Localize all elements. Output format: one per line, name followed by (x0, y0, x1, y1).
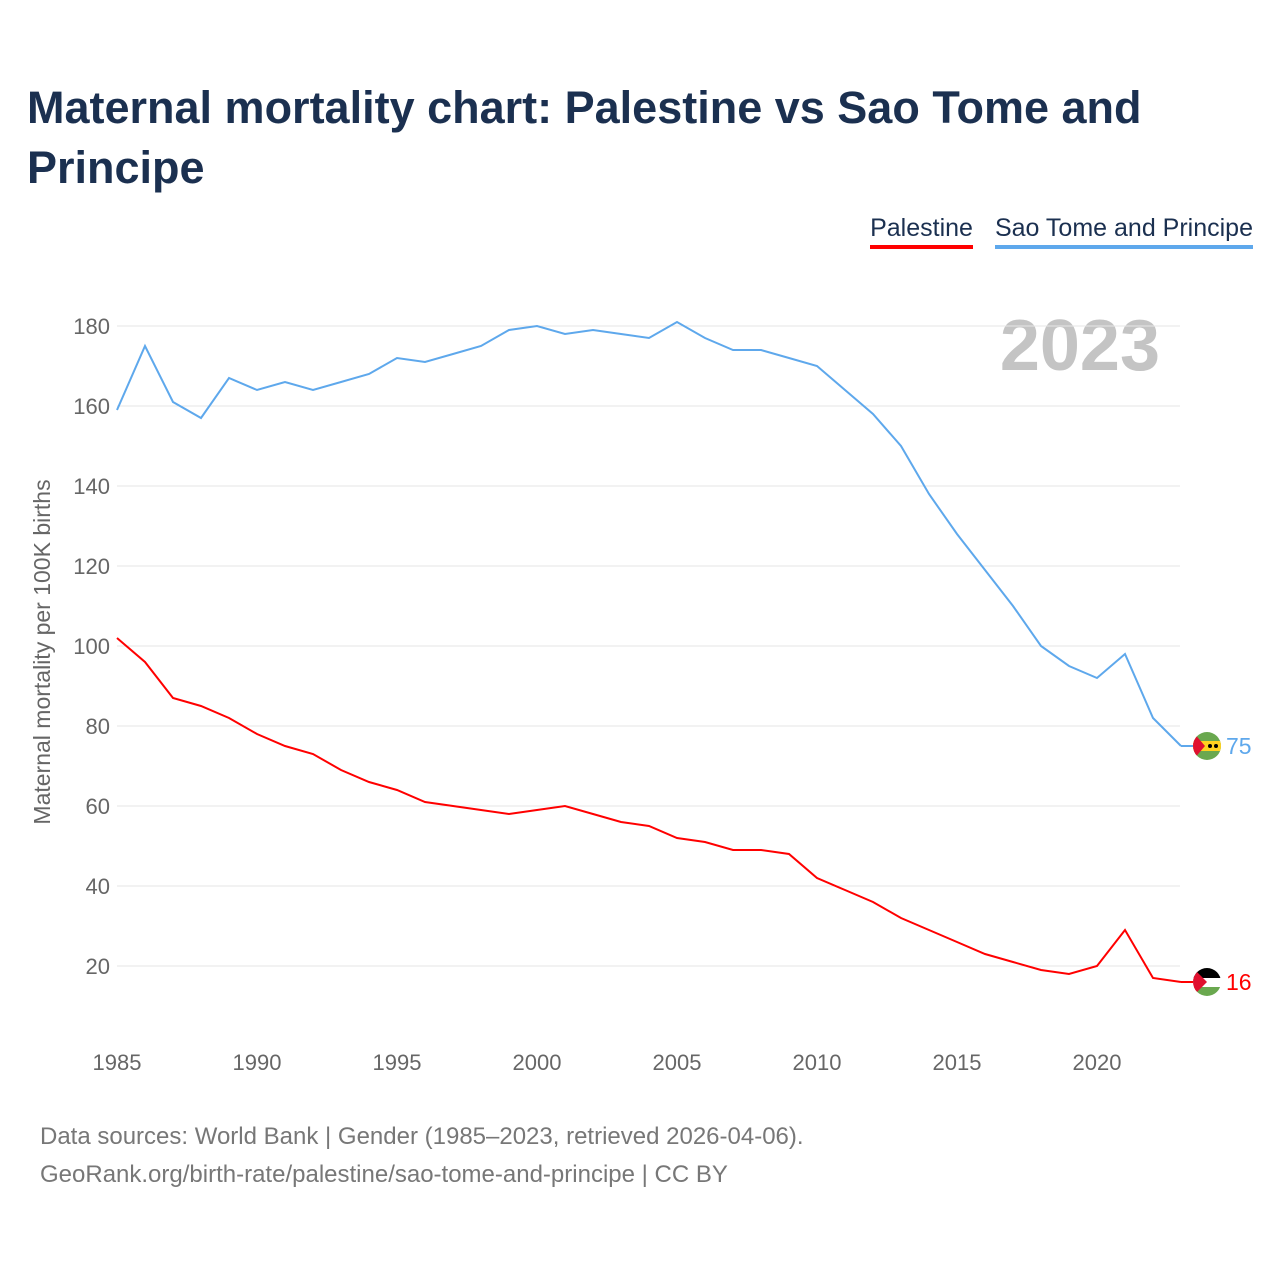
y-tick-label: 120 (73, 554, 110, 579)
y-tick-label: 180 (73, 314, 110, 339)
source-note: Data sources: World Bank | Gender (1985–… (40, 1118, 804, 1194)
y-tick-label: 80 (86, 714, 110, 739)
series-line-palestine (116, 637, 1182, 983)
source-line-1: Data sources: World Bank | Gender (1985–… (40, 1123, 804, 1150)
x-tick-label: 2000 (513, 1050, 562, 1075)
series-line-sao-tome (116, 320, 1182, 747)
y-tick-label: 100 (73, 634, 110, 659)
y-tick-label: 160 (73, 394, 110, 419)
legend-sao-tome[interactable]: Sao Tome and Principe (994, 214, 1253, 249)
x-tick-label: 1995 (373, 1050, 422, 1075)
chart-title: Maternal mortality chart: Palestine vs S… (27, 82, 1142, 193)
end-value-label: 75 (1226, 733, 1252, 759)
source-line-2[interactable]: GeoRank.org/birth-rate/palestine/sao-tom… (40, 1161, 728, 1188)
y-tick-label: 40 (86, 874, 110, 899)
x-tick-label: 2010 (793, 1050, 842, 1075)
x-tick-label: 1990 (233, 1050, 282, 1075)
y-tick-label: 60 (86, 794, 110, 819)
x-tick-label: 2005 (653, 1050, 702, 1075)
palestine-flag-icon (1193, 968, 1221, 996)
y-axis-label: Maternal mortality per 100K births (29, 479, 55, 824)
x-tick-label: 2015 (933, 1050, 982, 1075)
x-tick-label: 2020 (1073, 1050, 1122, 1075)
end-value-label: 16 (1226, 969, 1252, 995)
y-tick-label: 140 (73, 474, 110, 499)
y-tick-label: 20 (86, 954, 110, 979)
sao-tome-flag-icon (1193, 732, 1221, 760)
legend: Palestine Sao Tome and Principe (870, 214, 1253, 249)
legend-palestine[interactable]: Palestine (870, 214, 973, 249)
year-watermark: 2023 (1000, 306, 1160, 386)
x-tick-label: 1985 (93, 1050, 142, 1075)
